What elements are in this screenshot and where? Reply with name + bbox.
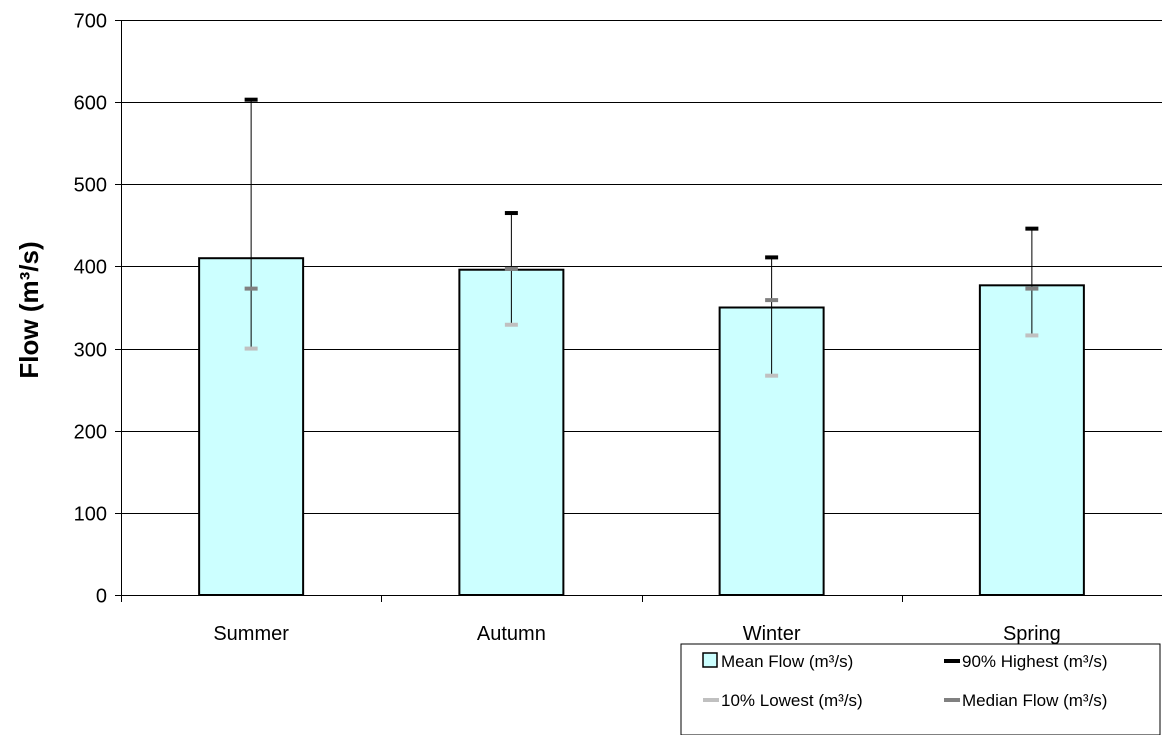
- x-tick-label: Autumn: [477, 623, 546, 645]
- x-tick-labels: Summer Autumn Winter Spring: [213, 623, 1060, 645]
- bars: [198, 257, 1085, 596]
- legend-box: [680, 643, 1161, 735]
- y-tick-label: 700: [74, 11, 107, 33]
- y-tick-label: 400: [74, 257, 107, 279]
- x-tick-label: Winter: [743, 623, 801, 645]
- y-tick-label: 100: [74, 504, 107, 526]
- error-bars: [244, 97, 1039, 378]
- y-tick-label: 0: [96, 586, 107, 608]
- y-tick-label: 600: [74, 93, 107, 115]
- legend-label: 90% Highest (m³/s): [962, 652, 1107, 671]
- legend-label: Median Flow (m³/s): [962, 691, 1107, 710]
- legend-swatch-mean-flow: [702, 652, 718, 668]
- legend-label: 10% Lowest (m³/s): [721, 691, 863, 710]
- y-tick-label: 500: [74, 175, 107, 197]
- y-tick-label: 200: [74, 422, 107, 444]
- y-axis-title: Flow (m³/s): [14, 241, 44, 378]
- bar-mean-flow: [198, 257, 305, 596]
- y-tick-labels: 0 100 200 300 400 500 600 700: [74, 11, 107, 608]
- legend: Mean Flow (m³/s) 90% Highest (m³/s) 10% Lo…: [680, 643, 1161, 735]
- x-tick-label: Spring: [1003, 623, 1061, 645]
- y-tick-label: 300: [74, 340, 107, 362]
- x-tick-label: Summer: [213, 623, 289, 645]
- legend-label: Mean Flow (m³/s): [721, 652, 853, 671]
